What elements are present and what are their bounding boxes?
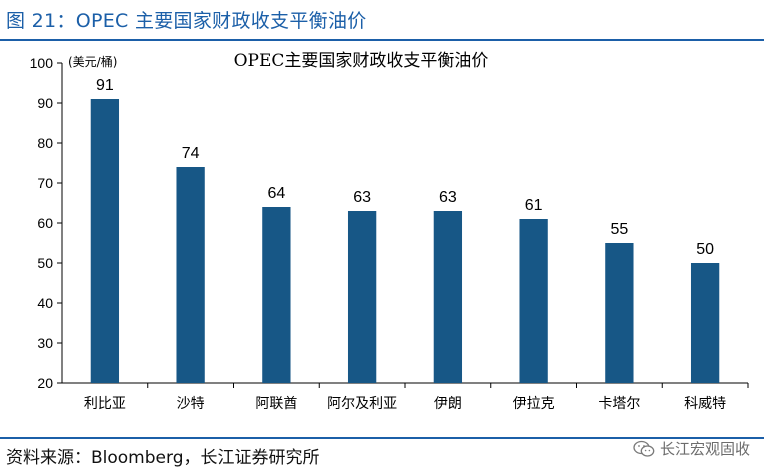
x-tick-label: 伊拉克 — [513, 396, 555, 412]
bar-chart: OPEC主要国家财政收支平衡油价 (美元/桶) 20 30 40 50 60 70 80 90… — [30, 51, 749, 412]
x-tick-label: 阿联酋 — [255, 395, 297, 412]
y-tick-label: 90 — [37, 95, 53, 111]
figure-title: 图 21：OPEC 主要国家财政收支平衡油价 — [6, 10, 367, 32]
x-tick-label: 阿尔及利亚 — [327, 396, 397, 412]
x-tick-label: 科威特 — [684, 396, 726, 412]
watermark-text: 长江宏观固收 — [659, 440, 750, 458]
bar — [519, 219, 548, 383]
bar — [690, 263, 720, 383]
y-tick-label: 80 — [37, 135, 53, 151]
data-label: 63 — [439, 189, 457, 206]
x-tick-label: 利比亚 — [84, 396, 126, 412]
x-tick-label: 沙特 — [177, 396, 205, 412]
title-divider — [0, 39, 764, 41]
y-tick-label: 20 — [37, 375, 53, 391]
source-note: 资料来源：Bloomberg，长江证券研究所 — [6, 448, 320, 468]
chart-title: OPEC主要国家财政收支平衡油价 — [234, 51, 489, 71]
y-tick-label: 40 — [37, 295, 53, 311]
bars: 91 74 64 63 63 61 55 50 — [90, 77, 720, 383]
bar — [262, 207, 291, 383]
y-tick-label: 30 — [37, 335, 53, 351]
x-tick-label: 卡塔尔 — [598, 396, 640, 412]
bar — [347, 211, 377, 383]
bar — [90, 99, 120, 383]
y-tick-label: 70 — [37, 175, 53, 191]
y-tick-label: 50 — [37, 255, 53, 271]
y-unit-label: (美元/桶) — [68, 54, 117, 69]
data-label: 55 — [610, 221, 628, 238]
bar — [605, 243, 634, 383]
data-label: 91 — [96, 77, 114, 94]
bar — [176, 167, 205, 383]
source-divider — [0, 437, 764, 439]
data-label: 74 — [182, 145, 200, 162]
x-tick-label: 伊朗 — [434, 396, 462, 412]
axes: 20 30 40 50 60 70 80 90 100 利比亚 沙特 阿联酋 阿尔及利亚 伊朗 伊拉克 卡塔尔… — [30, 55, 749, 412]
y-tick-label: 60 — [37, 215, 53, 231]
data-label: 64 — [267, 185, 285, 202]
data-label: 50 — [696, 241, 714, 258]
y-tick-label: 100 — [30, 55, 54, 71]
watermark: 长江宏观固收 — [633, 438, 750, 459]
data-label: 63 — [353, 189, 371, 206]
data-label: 61 — [525, 197, 543, 214]
wechat-icon — [633, 440, 655, 457]
bar — [433, 211, 463, 383]
